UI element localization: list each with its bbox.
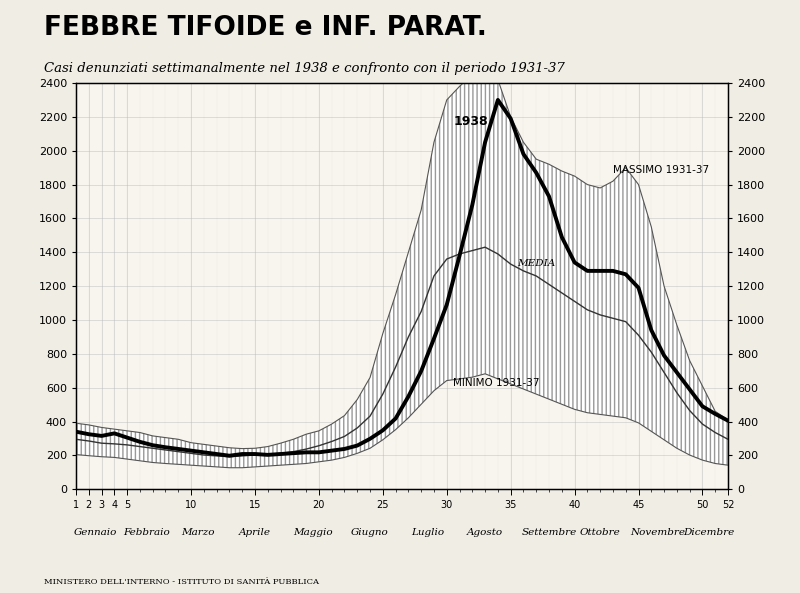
Text: 1938: 1938: [453, 115, 488, 128]
Text: Marzo: Marzo: [181, 528, 214, 537]
Text: Luglio: Luglio: [411, 528, 444, 537]
Text: Agosto: Agosto: [467, 528, 503, 537]
Text: Casi denunziati settimanalmente nel 1938 e confronto con il periodo 1931-37: Casi denunziati settimanalmente nel 1938…: [44, 62, 565, 75]
Text: Giugno: Giugno: [351, 528, 389, 537]
Text: Maggio: Maggio: [293, 528, 332, 537]
Text: Novembre: Novembre: [630, 528, 685, 537]
Text: Ottobre: Ottobre: [580, 528, 621, 537]
Text: MINISTERO DELL'INTERNO - ISTITUTO DI SANITÀ PUBBLICA: MINISTERO DELL'INTERNO - ISTITUTO DI SAN…: [44, 578, 319, 586]
Text: MEDIA: MEDIA: [517, 259, 555, 268]
Text: Settembre: Settembre: [522, 528, 577, 537]
Text: MASSIMO 1931-37: MASSIMO 1931-37: [613, 165, 709, 175]
Text: Gennaio: Gennaio: [74, 528, 117, 537]
Text: FEBBRE TIFOIDE e INF. PARAT.: FEBBRE TIFOIDE e INF. PARAT.: [44, 15, 487, 41]
Text: MINIMO 1931-37: MINIMO 1931-37: [453, 378, 540, 388]
Text: Febbraio: Febbraio: [123, 528, 170, 537]
Text: Dicembre: Dicembre: [683, 528, 734, 537]
Text: Aprile: Aprile: [239, 528, 271, 537]
